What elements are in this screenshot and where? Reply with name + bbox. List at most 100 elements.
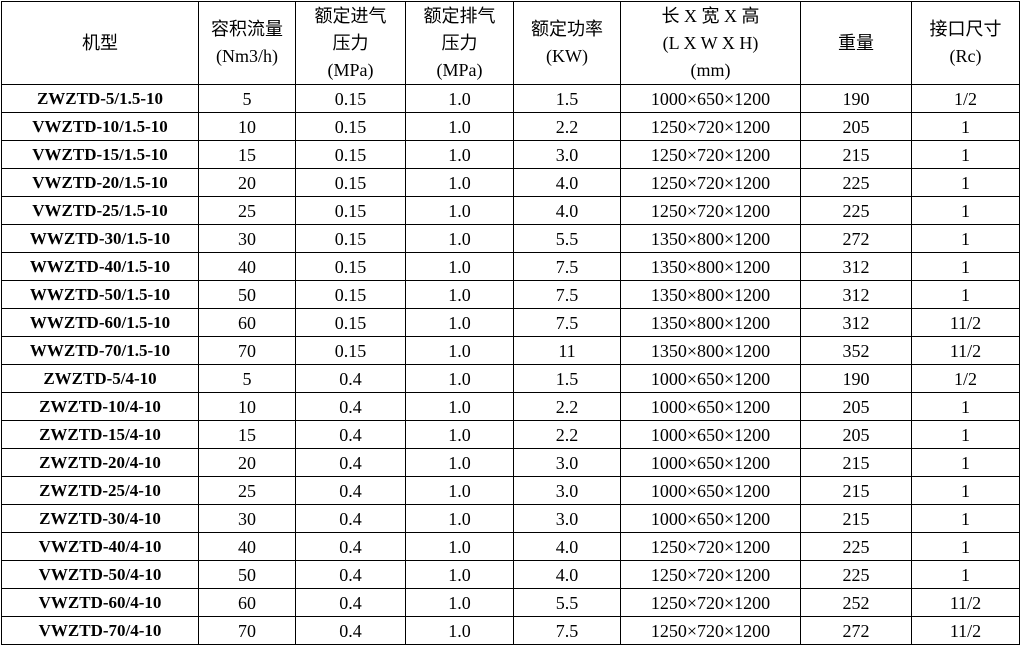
cell-weight: 215	[800, 448, 912, 477]
cell-flow: 25	[198, 476, 296, 505]
cell-power: 3.0	[513, 504, 621, 533]
table-row: VWZTD-10/1.5-10 10 0.15 1.0 2.2 1250×720×1200…	[1, 112, 1020, 141]
header-model: 机型	[1, 1, 199, 85]
cell-power: 7.5	[513, 308, 621, 337]
cell-power: 2.2	[513, 392, 621, 421]
header-line: (KW)	[546, 46, 588, 66]
cell-weight: 312	[800, 252, 912, 281]
cell-dimensions: 1000×650×1200	[620, 448, 801, 477]
cell-power: 7.5	[513, 280, 621, 309]
cell-flow: 50	[198, 280, 296, 309]
cell-power: 7.5	[513, 252, 621, 281]
cell-inlet-pressure: 0.4	[295, 588, 406, 617]
cell-outlet-pressure: 1.0	[405, 224, 514, 253]
cell-port-size: 11/2	[911, 336, 1020, 365]
cell-dimensions: 1350×800×1200	[620, 336, 801, 365]
cell-dimensions: 1350×800×1200	[620, 252, 801, 281]
cell-dimensions: 1000×650×1200	[620, 364, 801, 393]
cell-port-size: 1	[911, 140, 1020, 169]
cell-outlet-pressure: 1.0	[405, 532, 514, 561]
cell-weight: 215	[800, 504, 912, 533]
header-line: 额定进气	[314, 5, 387, 26]
header-line: (L X W X H)	[662, 32, 759, 53]
header-line: (mm)	[690, 59, 731, 80]
cell-outlet-pressure: 1.0	[405, 308, 514, 337]
cell-model: VWZTD-20/1.5-10	[1, 168, 199, 197]
cell-port-size: 1	[911, 168, 1020, 197]
cell-model: WWZTD-50/1.5-10	[1, 280, 199, 309]
table-row: VWZTD-70/4-10 70 0.4 1.0 7.5 1250×720×1200 272…	[1, 616, 1020, 645]
cell-dimensions: 1250×720×1200	[620, 588, 801, 617]
cell-inlet-pressure: 0.4	[295, 476, 406, 505]
cell-weight: 225	[800, 196, 912, 225]
cell-weight: 205	[800, 112, 912, 141]
cell-model: WWZTD-30/1.5-10	[1, 224, 199, 253]
cell-model: ZWZTD-5/1.5-10	[1, 84, 199, 113]
header-line: 重量	[838, 32, 874, 53]
cell-power: 4.0	[513, 560, 621, 589]
header-flow: 容积流量 (Nm3/h)	[198, 1, 296, 85]
cell-dimensions: 1250×720×1200	[620, 112, 801, 141]
cell-flow: 50	[198, 560, 296, 589]
table-row: VWZTD-15/1.5-10 15 0.15 1.0 3.0 1250×720×1200…	[1, 140, 1020, 169]
cell-outlet-pressure: 1.0	[405, 168, 514, 197]
cell-inlet-pressure: 0.15	[295, 196, 406, 225]
cell-power: 4.0	[513, 168, 621, 197]
cell-model: VWZTD-70/4-10	[1, 616, 199, 645]
cell-inlet-pressure: 0.4	[295, 364, 406, 393]
table-row: VWZTD-20/1.5-10 20 0.15 1.0 4.0 1250×720×1200…	[1, 168, 1020, 197]
cell-power: 11	[513, 336, 621, 365]
cell-inlet-pressure: 0.15	[295, 112, 406, 141]
table-row: ZWZTD-5/4-10 5 0.4 1.0 1.5 1000×650×1200 190 1/…	[1, 364, 1020, 393]
cell-model: ZWZTD-15/4-10	[1, 420, 199, 449]
cell-outlet-pressure: 1.0	[405, 476, 514, 505]
cell-dimensions: 1250×720×1200	[620, 140, 801, 169]
cell-flow: 10	[198, 392, 296, 421]
cell-power: 3.0	[513, 476, 621, 505]
header-line: (Rc)	[949, 46, 982, 66]
cell-power: 2.2	[513, 112, 621, 141]
header-inlet-pressure: 额定进气 压力 (MPa)	[295, 1, 406, 85]
cell-power: 5.5	[513, 588, 621, 617]
cell-port-size: 1	[911, 420, 1020, 449]
cell-outlet-pressure: 1.0	[405, 112, 514, 141]
cell-weight: 225	[800, 532, 912, 561]
cell-power: 5.5	[513, 224, 621, 253]
cell-model: VWZTD-25/1.5-10	[1, 196, 199, 225]
cell-port-size: 11/2	[911, 588, 1020, 617]
table-row: WWZTD-50/1.5-10 50 0.15 1.0 7.5 1350×800×1200…	[1, 280, 1020, 309]
cell-inlet-pressure: 0.4	[295, 392, 406, 421]
cell-flow: 20	[198, 448, 296, 477]
cell-weight: 225	[800, 560, 912, 589]
cell-weight: 252	[800, 588, 912, 617]
cell-model: ZWZTD-10/4-10	[1, 392, 199, 421]
cell-power: 4.0	[513, 196, 621, 225]
cell-inlet-pressure: 0.15	[295, 280, 406, 309]
cell-weight: 272	[800, 224, 912, 253]
table-row: VWZTD-40/4-10 40 0.4 1.0 4.0 1250×720×1200 225…	[1, 532, 1020, 561]
cell-inlet-pressure: 0.4	[295, 532, 406, 561]
header-line: (MPa)	[436, 59, 483, 80]
cell-outlet-pressure: 1.0	[405, 616, 514, 645]
cell-port-size: 11/2	[911, 308, 1020, 337]
header-line: 压力	[332, 32, 369, 53]
cell-inlet-pressure: 0.4	[295, 448, 406, 477]
cell-outlet-pressure: 1.0	[405, 560, 514, 589]
cell-inlet-pressure: 0.15	[295, 168, 406, 197]
cell-model: ZWZTD-5/4-10	[1, 364, 199, 393]
cell-model: VWZTD-60/4-10	[1, 588, 199, 617]
cell-dimensions: 1000×650×1200	[620, 392, 801, 421]
cell-port-size: 1	[911, 532, 1020, 561]
cell-inlet-pressure: 0.15	[295, 252, 406, 281]
cell-port-size: 1	[911, 504, 1020, 533]
cell-port-size: 1	[911, 560, 1020, 589]
table-row: WWZTD-30/1.5-10 30 0.15 1.0 5.5 1350×800×1200…	[1, 224, 1020, 253]
cell-flow: 20	[198, 168, 296, 197]
cell-flow: 15	[198, 420, 296, 449]
cell-inlet-pressure: 0.4	[295, 560, 406, 589]
cell-inlet-pressure: 0.4	[295, 420, 406, 449]
cell-port-size: 1	[911, 112, 1020, 141]
cell-outlet-pressure: 1.0	[405, 364, 514, 393]
cell-model: ZWZTD-25/4-10	[1, 476, 199, 505]
cell-weight: 352	[800, 336, 912, 365]
